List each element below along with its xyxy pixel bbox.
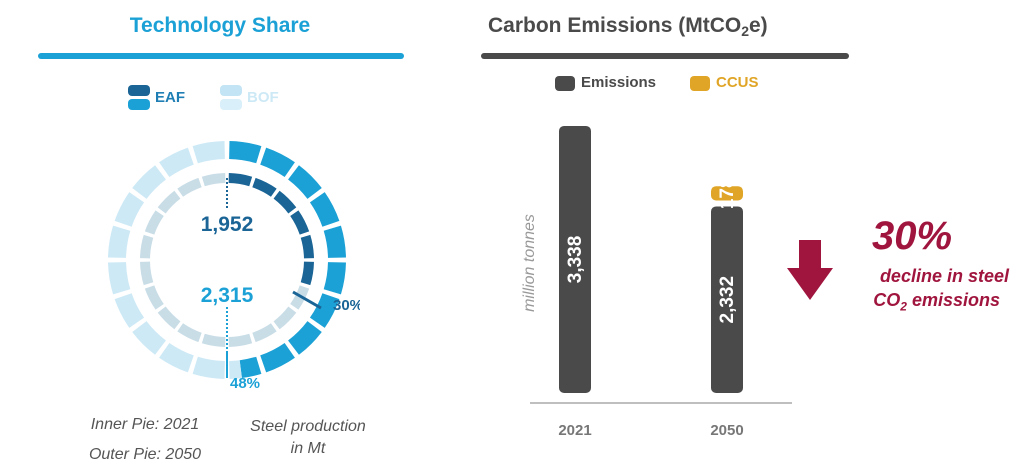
outer-ring-eaf-slice bbox=[323, 225, 346, 259]
eaf-swatch-dark bbox=[128, 85, 150, 96]
inner-ring-bof-slice bbox=[177, 323, 202, 343]
down-arrow-icon bbox=[787, 240, 833, 300]
bar-label-emissions-2050: 2,332 bbox=[717, 276, 738, 324]
decline-line2-sub: 2 bbox=[900, 299, 907, 314]
carbon-title-sub: 2 bbox=[741, 23, 749, 39]
outer-pie-total: 2,315 bbox=[201, 284, 254, 307]
bar-emissions-2021 bbox=[559, 125, 591, 394]
outer-ring-eaf-slice bbox=[287, 165, 322, 200]
outer-ring-eaf-slice bbox=[259, 147, 295, 178]
decline-line1: decline in steel bbox=[879, 266, 1009, 286]
carbon-emissions-rule bbox=[481, 53, 849, 59]
unit-note-line1: Steel production bbox=[250, 418, 366, 435]
inner-ring-bof-slice bbox=[252, 323, 277, 343]
decline-line2-prefix: CO bbox=[873, 290, 901, 310]
outer-ring-eaf-slice bbox=[239, 356, 262, 379]
carbon-title-suffix: e) bbox=[749, 14, 768, 37]
inner-pie-note: Inner Pie: 2021 bbox=[90, 416, 200, 433]
inner-ring-bof-slice bbox=[228, 333, 253, 347]
outer-ring-bof-slice bbox=[159, 342, 195, 373]
inner-ring-eaf-slice bbox=[273, 190, 297, 214]
bar-label-ccus-2050: 178 bbox=[717, 177, 738, 209]
outer-pie-pct-label: 48% bbox=[230, 375, 260, 392]
inner-ring-eaf-slice bbox=[300, 261, 314, 286]
eaf-swatch-light bbox=[128, 99, 150, 110]
bof-swatch-dark bbox=[220, 85, 242, 96]
inner-ring-bof-slice bbox=[157, 306, 181, 330]
inner-ring-bof-slice bbox=[140, 234, 154, 259]
inner-ring-bof-slice bbox=[140, 261, 154, 286]
outer-ring-eaf-slice bbox=[287, 320, 322, 355]
decline-line2-suffix: emissions bbox=[906, 290, 1000, 310]
outer-ring-bof-slice bbox=[108, 261, 131, 295]
legend-eaf-label: EAF bbox=[155, 89, 185, 106]
emissions-swatch bbox=[555, 76, 575, 91]
inner-ring-bof-slice bbox=[144, 210, 164, 235]
bof-swatch-light bbox=[220, 99, 242, 110]
technology-share-rule bbox=[38, 53, 404, 59]
y-axis-label: million tonnes bbox=[521, 214, 538, 312]
outer-ring-bof-slice bbox=[114, 192, 145, 228]
outer-ring-eaf-slice bbox=[323, 261, 346, 295]
unit-note-line2: in Mt bbox=[290, 440, 326, 457]
carbon-emissions-bar-chart: million tonnes 3,338 2,332 178 2021 2050 bbox=[521, 125, 792, 439]
bar-ccus-2050 bbox=[711, 186, 743, 201]
outer-ring-eaf-slice bbox=[259, 342, 295, 373]
inner-ring-bof-slice bbox=[201, 333, 226, 347]
bar-label-emissions-2021: 3,338 bbox=[565, 236, 586, 284]
inner-ring-eaf-slice bbox=[290, 210, 310, 235]
inner-ring-bof-slice bbox=[157, 190, 181, 214]
legend-ccus-label: CCUS bbox=[716, 74, 759, 91]
inner-pct-pointer bbox=[292, 290, 322, 310]
decline-line2: CO2 emissions bbox=[824, 288, 1000, 319]
outer-ring-bof-slice bbox=[114, 292, 145, 328]
outer-pie-note: Outer Pie: 2050 bbox=[88, 446, 202, 463]
outer-ring-eaf-slice bbox=[309, 192, 340, 228]
outer-ring-bof-slice bbox=[229, 360, 242, 379]
inner-ring-bof-slice bbox=[273, 306, 297, 330]
outer-ring-bof-slice bbox=[159, 147, 195, 178]
inner-ring-bof-slice bbox=[144, 285, 164, 310]
outer-ring-eaf-slice bbox=[228, 141, 262, 164]
decline-percent: 30% bbox=[872, 214, 953, 258]
outer-ring-bof-slice bbox=[192, 356, 226, 379]
x-tick-2050: 2050 bbox=[710, 422, 743, 439]
inner-ring-eaf-slice bbox=[252, 177, 277, 197]
inner-ring-eaf-slice bbox=[300, 234, 314, 259]
inner-ring-bof-slice bbox=[201, 173, 226, 187]
outer-ring-bof-slice bbox=[132, 320, 167, 355]
carbon-title-prefix: Carbon Emissions (MtCO bbox=[488, 14, 742, 37]
legend-bof-label: BOF bbox=[247, 89, 279, 106]
technology-share-title: Technology Share bbox=[129, 14, 311, 37]
bar-emissions-2050 bbox=[711, 206, 743, 393]
inner-pie-pct-label: 30% bbox=[333, 297, 360, 314]
ccus-swatch bbox=[690, 76, 710, 91]
outer-ring-eaf-slice bbox=[309, 292, 340, 328]
outer-ring-bof-slice bbox=[108, 225, 131, 259]
x-tick-2021: 2021 bbox=[558, 422, 591, 439]
inner-ring-eaf-slice bbox=[228, 173, 253, 187]
technology-share-donut: 1,952 2,315 30% 48% bbox=[108, 141, 360, 392]
outer-ring-bof-slice bbox=[132, 165, 167, 200]
inner-pie-total: 1,952 bbox=[201, 213, 254, 236]
carbon-emissions-title: Carbon Emissions (MtCO2e) bbox=[488, 14, 768, 39]
legend-emissions-label: Emissions bbox=[581, 74, 657, 91]
outer-ring-bof-slice bbox=[192, 141, 226, 164]
inner-ring-bof-slice bbox=[177, 177, 202, 197]
